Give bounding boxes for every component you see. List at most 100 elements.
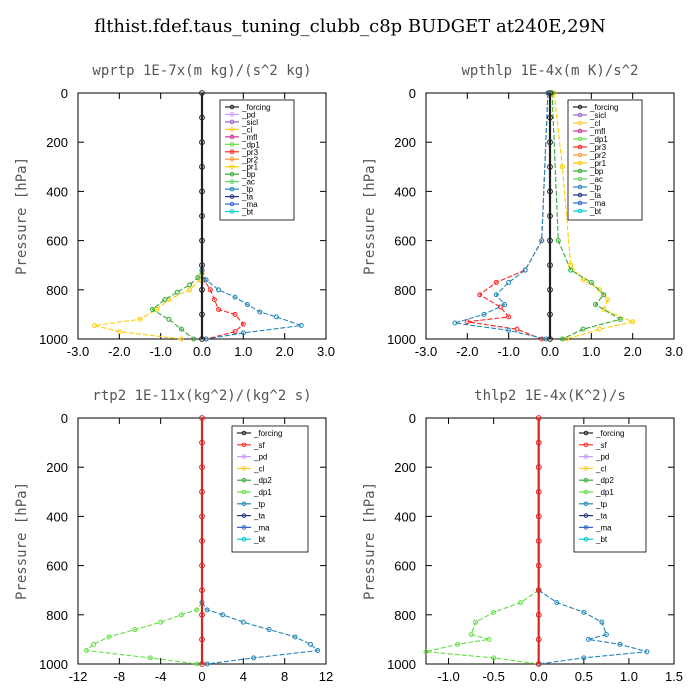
data-point bbox=[477, 292, 483, 298]
legend-marker bbox=[577, 160, 583, 166]
data-point bbox=[535, 513, 542, 520]
x-tick-label: -2.0 bbox=[456, 344, 478, 359]
legend-marker bbox=[229, 164, 235, 170]
legend-label: _dp1 bbox=[253, 488, 272, 497]
x-tick-label: -3.0 bbox=[67, 344, 89, 359]
legend-marker bbox=[229, 104, 235, 110]
data-point bbox=[535, 538, 542, 544]
chart-panel-1: wprtp 1E-7x(m kg)/(s^2 kg) Pressure [hPa]… bbox=[14, 63, 335, 359]
plot-frame bbox=[425, 417, 675, 665]
data-point bbox=[199, 636, 205, 643]
data-point bbox=[554, 600, 560, 605]
legend-label: _pr3 bbox=[589, 143, 607, 152]
legend-marker bbox=[229, 186, 235, 192]
data-point bbox=[244, 302, 250, 308]
data-point bbox=[455, 641, 461, 647]
legend-label: _ta bbox=[253, 512, 266, 521]
legend-label: _pd bbox=[253, 453, 267, 462]
data-point bbox=[559, 164, 565, 170]
legend-marker bbox=[241, 489, 247, 495]
y-tick-label: 1000 bbox=[39, 332, 68, 347]
y-tick-label: 1000 bbox=[39, 657, 68, 672]
y-tick-label: 800 bbox=[394, 608, 416, 623]
y-tick-label: 200 bbox=[46, 135, 68, 150]
legend-marker bbox=[577, 144, 583, 150]
legend-label: _tp bbox=[589, 183, 602, 192]
data-point bbox=[178, 336, 184, 342]
data-point bbox=[518, 600, 524, 605]
data-point bbox=[506, 279, 512, 285]
x-tick-label: 4 bbox=[240, 669, 247, 684]
legend-marker bbox=[577, 176, 583, 182]
legend-label: _ac bbox=[241, 178, 255, 187]
legend-label: _bp bbox=[241, 170, 256, 179]
legend-label: _tp bbox=[241, 185, 254, 194]
data-point bbox=[452, 320, 458, 326]
data-point bbox=[199, 286, 205, 293]
data-point bbox=[535, 415, 542, 421]
legend-marker bbox=[577, 128, 583, 134]
data-point bbox=[194, 661, 200, 667]
series-line-pr3 bbox=[467, 92, 549, 340]
legend-marker bbox=[229, 194, 235, 199]
figure-title: flthist.fdef.taus_tuning_clubb_c8p BUDGE… bbox=[94, 16, 606, 37]
series-line-tp bbox=[201, 602, 320, 665]
x-tick-label: -0.5 bbox=[482, 669, 504, 684]
data-point bbox=[199, 262, 205, 269]
data-point bbox=[491, 655, 497, 661]
x-tick-label: 3.0 bbox=[665, 344, 683, 359]
y-tick-label: 600 bbox=[46, 559, 68, 574]
legend-marker bbox=[577, 104, 583, 110]
data-point bbox=[588, 279, 594, 285]
data-point bbox=[216, 287, 222, 293]
legend-marker bbox=[229, 112, 235, 117]
data-point bbox=[522, 267, 528, 273]
data-point bbox=[232, 329, 238, 335]
legend-label: _bt bbox=[595, 535, 608, 544]
x-tick-label: -4 bbox=[155, 669, 167, 684]
legend-label: _bt bbox=[589, 207, 602, 216]
legend-marker bbox=[229, 142, 235, 147]
legend-marker bbox=[583, 489, 589, 495]
legend-label: _ma bbox=[595, 523, 612, 532]
data-point bbox=[568, 267, 574, 273]
data-point bbox=[199, 188, 205, 195]
data-point bbox=[132, 627, 138, 633]
data-point bbox=[216, 306, 222, 312]
data-point bbox=[292, 634, 298, 640]
data-point bbox=[547, 139, 553, 146]
x-tick-label: -3.0 bbox=[415, 344, 437, 359]
data-point bbox=[493, 279, 499, 285]
legend-label: _pr2 bbox=[241, 155, 259, 164]
data-point bbox=[468, 631, 474, 637]
legend-marker bbox=[577, 168, 583, 174]
x-tick-label: -1.0 bbox=[497, 344, 519, 359]
data-point bbox=[547, 262, 553, 269]
data-point bbox=[539, 238, 545, 244]
y-axis-label: Pressure [hPa] bbox=[14, 157, 30, 275]
legend-label: _mfl bbox=[241, 133, 257, 142]
data-point bbox=[580, 326, 586, 332]
legend-label: _bp bbox=[589, 167, 604, 176]
legend-marker bbox=[577, 152, 583, 158]
panel-title: wpthlp 1E-4x(m K)/s^2 bbox=[461, 63, 638, 79]
legend-label: _dp2 bbox=[253, 476, 272, 485]
legend-marker bbox=[577, 184, 583, 190]
legend-marker bbox=[241, 501, 247, 507]
x-tick-label: 1.5 bbox=[665, 669, 683, 684]
x-tick-label: -12 bbox=[69, 669, 88, 684]
y-tick-label: 800 bbox=[46, 283, 68, 298]
legend-label: _dp1 bbox=[241, 140, 260, 149]
data-point bbox=[559, 336, 565, 342]
legend-marker bbox=[241, 477, 247, 483]
data-point bbox=[199, 415, 205, 421]
data-point bbox=[514, 326, 520, 332]
data-point bbox=[149, 306, 155, 312]
data-point bbox=[547, 188, 553, 195]
legend-marker bbox=[583, 501, 589, 507]
data-point bbox=[585, 636, 591, 642]
data-point bbox=[199, 90, 205, 96]
data-point bbox=[232, 311, 238, 317]
legend-marker bbox=[583, 442, 589, 448]
data-point bbox=[199, 139, 205, 146]
